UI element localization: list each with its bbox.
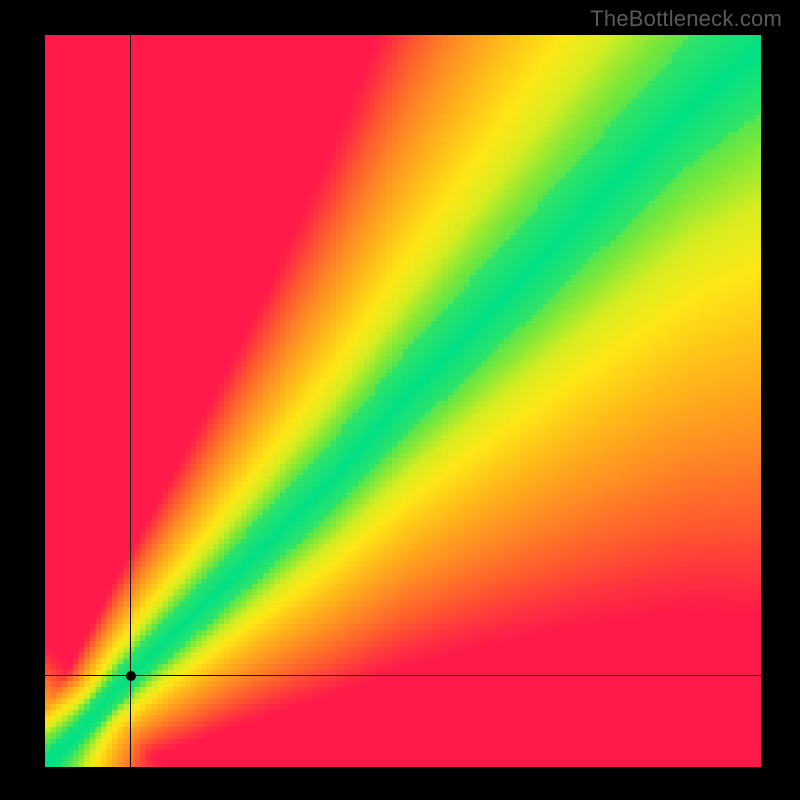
heatmap-plot-area xyxy=(45,35,761,767)
watermark-text: TheBottleneck.com xyxy=(590,6,782,32)
crosshair-horizontal-line xyxy=(45,675,761,676)
heatmap-canvas xyxy=(45,35,761,767)
crosshair-marker-dot xyxy=(126,671,136,681)
chart-container: TheBottleneck.com xyxy=(0,0,800,800)
crosshair-vertical-line xyxy=(130,35,131,767)
